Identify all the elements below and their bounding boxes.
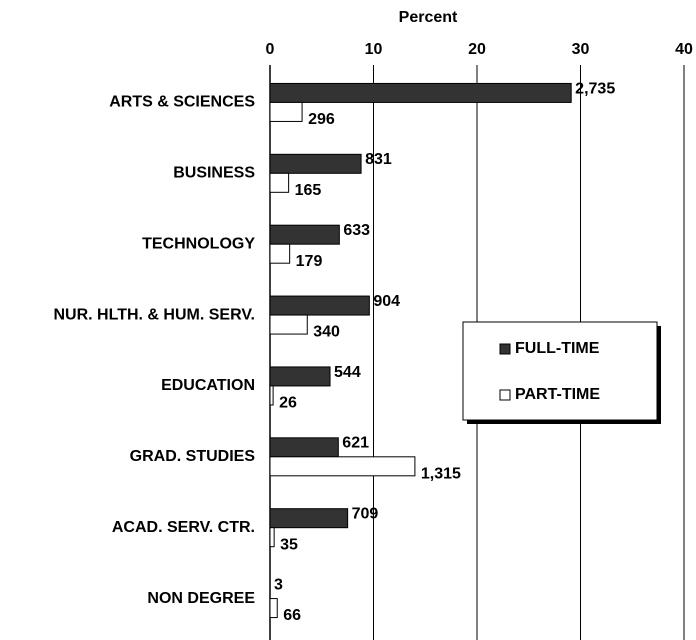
y-tick-label: NON DEGREE	[147, 590, 255, 607]
x-tick-label: 10	[365, 41, 383, 58]
data-label: 831	[365, 151, 392, 168]
legend-swatch	[499, 343, 511, 355]
y-tick-label: BUSINESS	[173, 165, 255, 182]
data-label: 709	[352, 506, 379, 523]
x-tick-label: 30	[572, 41, 590, 58]
bar	[269, 82, 572, 103]
bar	[269, 101, 303, 122]
y-tick-label: EDUCATION	[161, 377, 255, 394]
data-label: 1,315	[421, 465, 461, 482]
bar	[269, 598, 278, 619]
data-label: 296	[308, 111, 335, 128]
bar	[269, 527, 275, 548]
legend	[462, 321, 658, 421]
bar	[269, 153, 362, 174]
legend-label: FULL-TIME	[515, 340, 600, 357]
bar	[269, 508, 349, 529]
x-tick-label: 0	[266, 41, 275, 58]
bar	[269, 224, 340, 245]
data-label: 165	[295, 182, 322, 199]
data-label: 3	[274, 576, 283, 593]
axis-title: Percent	[399, 9, 458, 26]
x-tick-label: 40	[675, 41, 693, 58]
data-label: 2,735	[575, 80, 615, 97]
data-label: 544	[334, 364, 361, 381]
data-label: 35	[280, 536, 298, 553]
bar	[269, 295, 370, 316]
y-tick-label: TECHNOLOGY	[142, 235, 255, 252]
bar	[269, 437, 339, 458]
data-label: 633	[343, 222, 370, 239]
bar	[269, 456, 416, 477]
bar	[269, 243, 291, 264]
bar	[269, 385, 274, 406]
data-label: 340	[313, 324, 340, 341]
x-tick-label: 20	[468, 41, 486, 58]
data-label: 904	[373, 293, 400, 310]
bar	[269, 172, 290, 193]
data-label: 179	[296, 253, 323, 270]
data-label: 621	[342, 435, 369, 452]
y-tick-label: NUR. HLTH. & HUM. SERV.	[54, 306, 256, 323]
y-tick-label: GRAD. STUDIES	[130, 448, 256, 465]
legend-swatch	[499, 389, 511, 401]
bar	[269, 366, 331, 387]
data-label: 66	[283, 607, 301, 624]
legend-label: PART-TIME	[515, 386, 600, 403]
y-tick-label: ACAD. SERV. CTR.	[112, 519, 255, 536]
y-tick-label: ARTS & SCIENCES	[109, 94, 255, 111]
bar	[269, 314, 308, 335]
data-label: 26	[279, 395, 297, 412]
